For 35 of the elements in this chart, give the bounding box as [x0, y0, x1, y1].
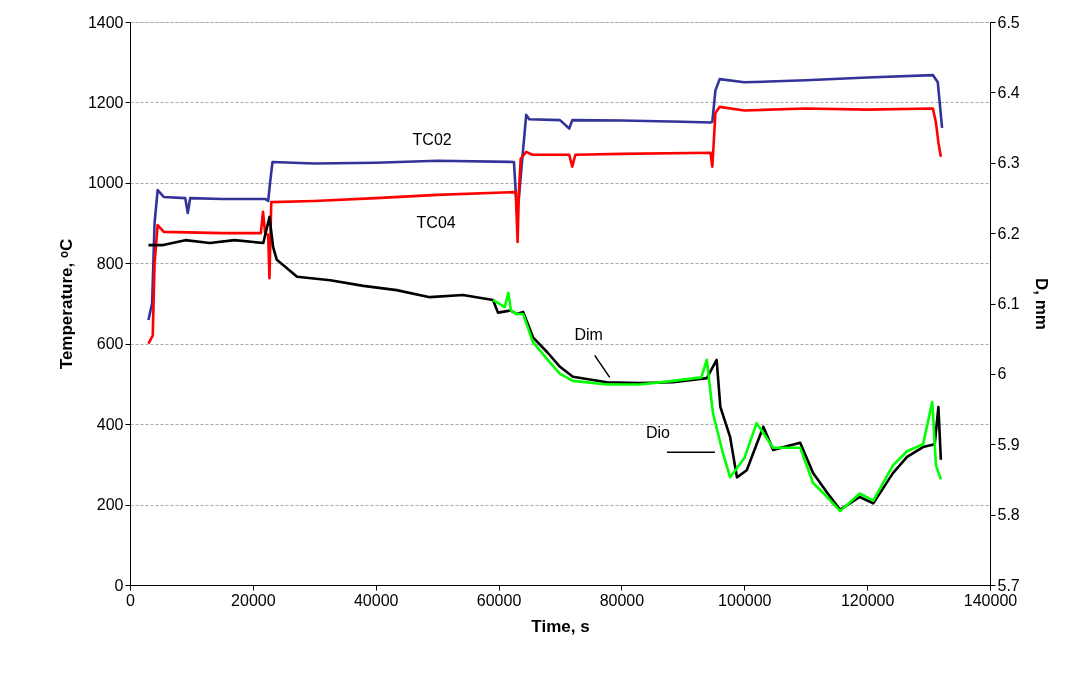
- y2-axis-title: D, mm: [1031, 278, 1051, 330]
- y2-tick-label: 6.2: [997, 224, 1020, 242]
- series-label: TC04: [416, 213, 456, 231]
- y-tick-label: 800: [96, 254, 124, 272]
- y2-tick-label: 6: [997, 365, 1007, 383]
- y-tick-label: 600: [96, 335, 124, 353]
- y2-tick-label: 6.3: [997, 154, 1020, 172]
- x-tick-label: 0: [126, 591, 136, 609]
- series-label: TC02: [412, 130, 452, 148]
- y2-tick-label: 5.9: [997, 435, 1020, 453]
- x-axis-title: Time, s: [531, 616, 590, 636]
- y2-tick-label: 6.4: [997, 83, 1020, 101]
- x-tick-label: 120000: [840, 591, 895, 609]
- x-tick-label: 80000: [599, 591, 645, 609]
- y2-tick-label: 6.1: [997, 295, 1020, 312]
- y-axis-title: Temperature, ᵒC: [56, 238, 76, 370]
- y2-tick-label: 5.7: [997, 576, 1020, 594]
- series-label: Dim: [574, 326, 603, 344]
- line-series: [147, 105, 943, 346]
- line-series: [147, 73, 944, 322]
- y-tick-label: 0: [114, 576, 124, 594]
- y-tick-label: 1400: [87, 13, 124, 31]
- y-tick-label: 400: [96, 415, 124, 433]
- text: Dio: [645, 424, 671, 442]
- x-tick-label: 20000: [231, 591, 276, 609]
- x-tick-label: 60000: [476, 591, 522, 609]
- x-tick-label: 140000: [963, 591, 1018, 609]
- x-tick-label: 40000: [353, 591, 399, 609]
- y-tick-label: 1000: [87, 174, 124, 192]
- y-tick-label: 1200: [87, 93, 124, 111]
- x-tick-label: 100000: [718, 591, 772, 609]
- y2-tick-label: 6.5: [997, 13, 1020, 31]
- y2-tick-label: 5.8: [997, 506, 1020, 524]
- y-tick-label: 200: [96, 496, 124, 514]
- line-series: [491, 291, 943, 513]
